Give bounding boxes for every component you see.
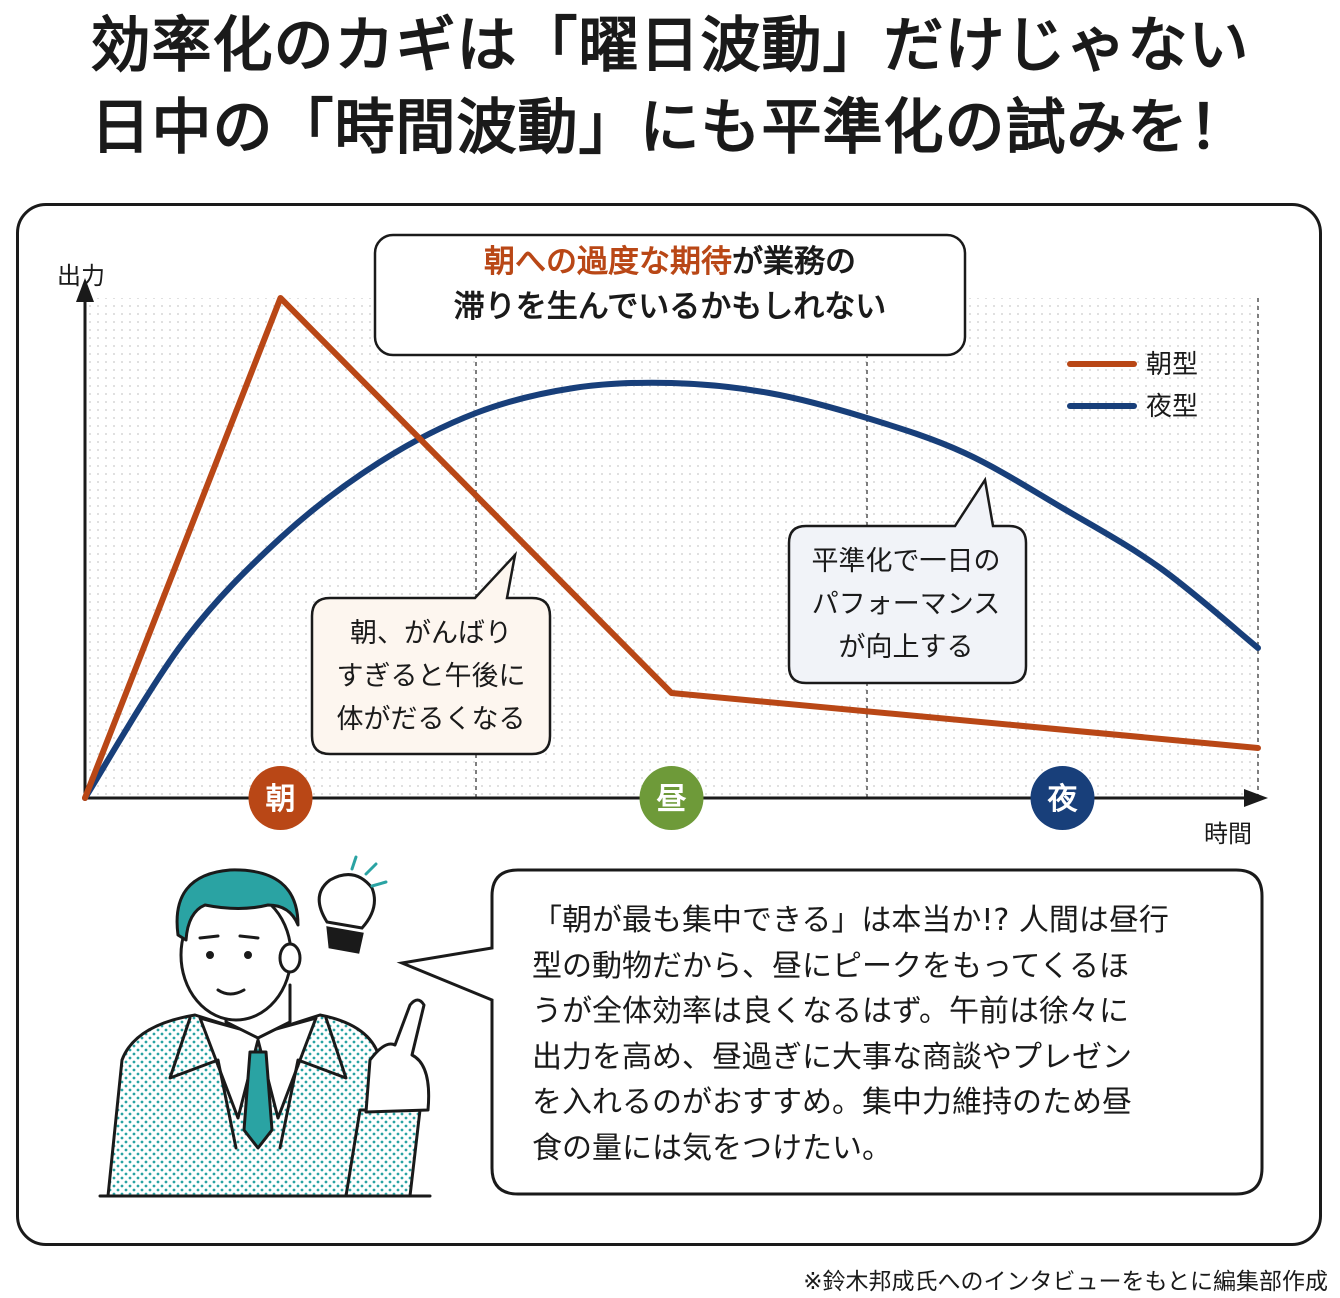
man-eye-right <box>244 951 252 959</box>
flatten-callout-line: パフォーマンス <box>811 589 1001 620</box>
x-axis-arrow-icon <box>1244 789 1268 807</box>
period-badge <box>1030 766 1095 830</box>
y-axis-arrow-icon <box>76 278 94 302</box>
plot-area <box>85 298 1258 798</box>
period-label: 朝 <box>266 782 296 817</box>
source-footnote: ※鈴木邦成氏へのインタビューをもとに編集部作成 <box>803 1269 1328 1295</box>
morning-callout-line: 体がだるくなる <box>336 704 526 735</box>
period-badge <box>639 766 704 830</box>
period-label: 夜 <box>1047 782 1079 817</box>
man-mouth <box>216 988 246 996</box>
speech-line: 「朝が最も集中できる」は本当か!? 人間は昼行 <box>532 903 1169 938</box>
speech-line: 食の量には気をつけたい。 <box>532 1130 892 1166</box>
headline-line-2: 日中の「時間波動」にも平準化の試みを！ <box>90 93 1250 163</box>
headline-callout: 朝への過度な期待が業務の 滞りを生んでいるかもしれない <box>380 240 960 330</box>
speech-bubble-frame <box>396 868 1264 1196</box>
series-line-morning-type <box>82 295 1261 801</box>
period-badge <box>248 766 313 830</box>
man-ear <box>278 942 302 974</box>
speech-text: 「朝が最も集中できる」は本当か!? 人間は昼行 型の動物だから、昼にピークをもっ… <box>532 898 1232 1171</box>
speech-line: うが全体効率は良くなるはず。午前は徐々に <box>532 994 1129 1029</box>
man-eyebrows <box>198 934 260 940</box>
man-sleeve <box>344 1108 422 1198</box>
legend-label: 朝型 <box>1146 350 1198 380</box>
speech-line: を入れるのがおすすめ。集中力維持のため昼 <box>532 1085 1132 1120</box>
man-lapel-left <box>168 1016 238 1150</box>
headline-callout-line-1: 朝への過度な期待が業務の <box>380 240 960 285</box>
headline-line-1: 効率化のカギは「曜日波動」だけじゃない <box>90 11 1250 81</box>
headline-callout-emphasis: 朝への過度な期待 <box>484 244 732 280</box>
flatten-callout-line: 平準化で一日の <box>811 546 1001 577</box>
flatten-callout-line: が向上する <box>838 632 974 663</box>
flatten-callout: 平準化で一日の パフォーマンス が向上する <box>790 540 1022 669</box>
speech-line: 出力を高め、昼過ぎに大事な商談やプレゼン <box>532 1039 1132 1075</box>
flatten-callout-frame <box>787 476 1028 685</box>
man-hair <box>175 868 300 942</box>
man-tie <box>242 1050 274 1150</box>
man-eye-left <box>206 951 214 959</box>
headline-callout-frame <box>373 233 967 357</box>
headline-callout-rest: が業務の <box>732 244 856 280</box>
plot-background <box>85 298 1258 798</box>
series-line-night-type <box>82 379 1261 801</box>
headline-callout-line-2: 滞りを生んでいるかもしれない <box>453 289 887 325</box>
x-axis-label: 時間 <box>1204 820 1252 848</box>
period-label: 昼 <box>657 782 687 817</box>
man-hand <box>364 998 431 1114</box>
morning-callout-frame <box>310 550 552 756</box>
speech-line: 型の動物だから、昼にピークをもってくるほ <box>532 948 1129 984</box>
man-lapel-right <box>278 1016 348 1150</box>
series-layer <box>82 295 1261 801</box>
morning-callout: 朝、がんばり すぎると午後に 体がだるくなる <box>315 612 547 741</box>
morning-callout-line: 朝、がんばり <box>350 618 512 649</box>
y-axis-label: 出力 <box>57 262 105 290</box>
man-illustration <box>98 868 432 1198</box>
morning-callout-line: すぎると午後に <box>336 661 526 692</box>
lightbulb-icon <box>317 855 388 954</box>
legend-label: 夜型 <box>1146 392 1198 422</box>
period-markers: 朝昼夜 <box>248 766 1095 830</box>
